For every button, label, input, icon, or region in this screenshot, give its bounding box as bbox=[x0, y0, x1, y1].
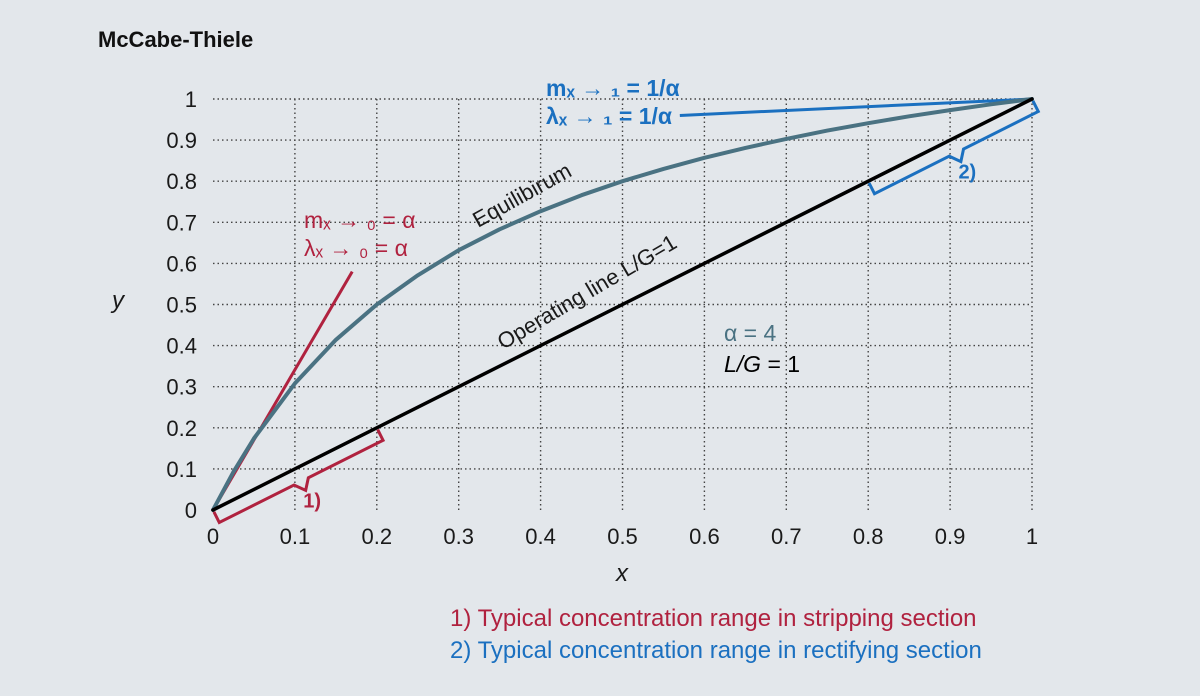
x-axis-ticks: 0 0.1 0.2 0.3 0.4 0.5 0.6 0.7 0.8 0.9 1 bbox=[207, 524, 1038, 549]
rectifying-tangent-line bbox=[679, 97, 1033, 117]
lg-value: L/G = 1 bbox=[724, 351, 800, 377]
y-tick-label: 0.3 bbox=[166, 375, 197, 400]
stripping-slope-label: mₓ → ₀ = α bbox=[304, 207, 416, 233]
rectifying-slope-label: mₓ → ₁ = 1/α bbox=[546, 75, 680, 101]
x-tick-label: 0.5 bbox=[607, 524, 638, 549]
y-tick-label: 1 bbox=[185, 87, 197, 112]
y-axis-ticks: 0 0.1 0.2 0.3 0.4 0.5 0.6 0.7 0.8 0.9 1 bbox=[166, 87, 197, 523]
stripping-bracket-label: 1) bbox=[303, 490, 321, 512]
x-tick-label: 0.9 bbox=[935, 524, 966, 549]
rectifying-bracket bbox=[867, 100, 1041, 196]
x-tick-label: 0.6 bbox=[689, 524, 720, 549]
y-tick-label: 0.8 bbox=[166, 169, 197, 194]
operating-line bbox=[211, 97, 1034, 512]
x-tick-label: 0.8 bbox=[853, 524, 884, 549]
y-tick-label: 0.2 bbox=[166, 416, 197, 441]
stripping-lambda-label: λₓ → ₀ = α bbox=[304, 235, 408, 261]
y-tick-label: 0.6 bbox=[166, 251, 197, 276]
lg-italic: L/G bbox=[724, 351, 761, 377]
x-tick-label: 0.1 bbox=[280, 524, 311, 549]
y-axis-label: y bbox=[110, 287, 126, 314]
y-tick-label: 0.9 bbox=[166, 128, 197, 153]
y-tick-label: 0 bbox=[185, 498, 197, 523]
x-tick-label: 1 bbox=[1026, 524, 1038, 549]
x-tick-label: 0.3 bbox=[443, 524, 474, 549]
y-tick-label: 0.1 bbox=[166, 457, 197, 482]
x-tick-label: 0.4 bbox=[525, 524, 556, 549]
note-stripping: 1) Typical concentration range in stripp… bbox=[450, 605, 977, 632]
stripping-bracket bbox=[212, 428, 386, 525]
rectifying-bracket-label: 2) bbox=[958, 161, 976, 183]
chart-title: McCabe-Thiele bbox=[98, 27, 253, 52]
operating-line-label: Operating line L/G=1 bbox=[493, 229, 681, 354]
x-tick-label: 0 bbox=[207, 524, 219, 549]
alpha-value: α = 4 bbox=[724, 320, 777, 346]
chart-marks: 1) 2) bbox=[211, 97, 1041, 525]
note-rectifying: 2) Typical concentration range in rectif… bbox=[450, 637, 982, 664]
rectifying-lambda-label: λₓ → ₁ = 1/α bbox=[546, 103, 672, 129]
y-tick-label: 0.5 bbox=[166, 293, 197, 318]
lg-rest: = 1 bbox=[761, 351, 800, 377]
y-tick-label: 0.7 bbox=[166, 210, 197, 235]
x-axis-label: x bbox=[615, 560, 629, 587]
x-tick-label: 0.2 bbox=[362, 524, 393, 549]
y-tick-label: 0.4 bbox=[166, 334, 197, 359]
equilibrium-curve bbox=[211, 97, 1034, 512]
x-tick-label: 0.7 bbox=[771, 524, 802, 549]
